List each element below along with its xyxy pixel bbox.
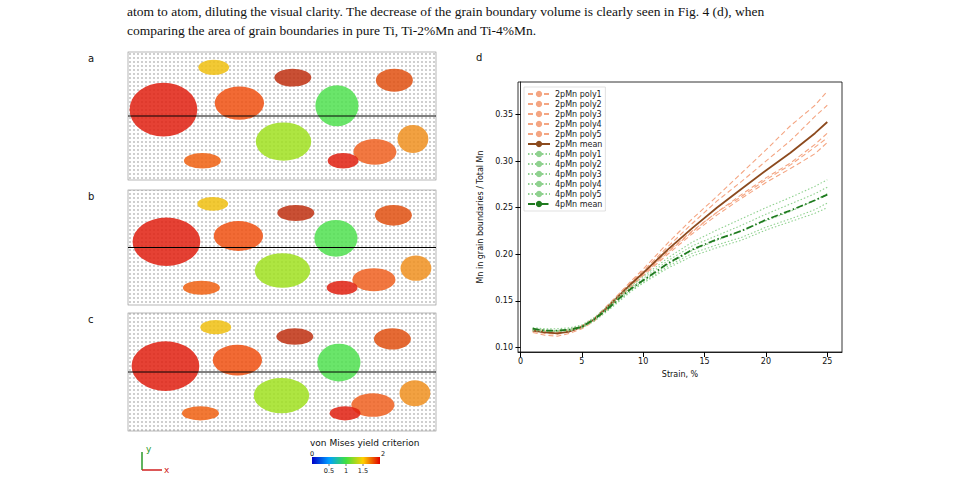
svg-text:10: 10 — [638, 357, 648, 366]
html-text:atom to atom, diluting the vis: atom to atom, diluting the visual clarit… — [127, 4, 765, 19]
svg-text:0.15: 0.15 — [495, 296, 513, 305]
svg-text:1.5: 1.5 — [358, 467, 368, 475]
svg-text:25: 25 — [822, 357, 832, 366]
svg-text:20: 20 — [761, 357, 771, 366]
svg-text:15: 15 — [699, 357, 709, 366]
svg-text:0.5: 0.5 — [324, 467, 334, 475]
svg-text:0.25: 0.25 — [495, 203, 513, 212]
svg-text:c: c — [88, 314, 94, 325]
svg-text:0.35: 0.35 — [495, 110, 513, 119]
svg-text:0: 0 — [310, 450, 314, 458]
svg-text:2pMn poly2: 2pMn poly2 — [555, 100, 602, 109]
svg-text:4pMn poly5: 4pMn poly5 — [555, 190, 602, 199]
svg-text:4pMn poly2: 4pMn poly2 — [555, 160, 602, 169]
html-text:comparing the area of grain bo: comparing the area of grain boundaries i… — [127, 23, 537, 38]
svg-text:4pMn poly4: 4pMn poly4 — [555, 180, 602, 189]
svg-text:Mn in grain boundaries / Total: Mn in grain boundaries / Total Mn — [476, 150, 485, 283]
svg-text:2: 2 — [381, 450, 385, 458]
svg-text:2pMn poly4: 2pMn poly4 — [555, 120, 602, 129]
svg-text:y: y — [146, 444, 152, 454]
svg-text:2pMn poly5: 2pMn poly5 — [555, 130, 602, 139]
svg-text:2pMn poly3: 2pMn poly3 — [555, 110, 602, 119]
svg-text:0.20: 0.20 — [495, 250, 513, 259]
svg-text:b: b — [88, 191, 94, 202]
svg-text:2pMn poly1: 2pMn poly1 — [555, 90, 602, 99]
svg-text:0.30: 0.30 — [495, 157, 513, 166]
svg-text:a: a — [88, 53, 94, 64]
svg-text:von Mises yield criterion: von Mises yield criterion — [310, 438, 420, 448]
svg-text:Strain, %: Strain, % — [662, 370, 699, 379]
html-text:d: d — [476, 52, 483, 63]
svg-text:2pMn mean: 2pMn mean — [555, 140, 602, 149]
svg-text:4pMn mean: 4pMn mean — [555, 200, 602, 209]
svg-text:x: x — [164, 465, 170, 475]
svg-text:5: 5 — [579, 357, 584, 366]
svg-text:0.10: 0.10 — [495, 343, 513, 352]
svg-text:0: 0 — [518, 357, 523, 366]
svg-text:4pMn poly3: 4pMn poly3 — [555, 170, 602, 179]
svg-text:1: 1 — [344, 467, 348, 475]
svg-text:4pMn poly1: 4pMn poly1 — [555, 150, 602, 159]
